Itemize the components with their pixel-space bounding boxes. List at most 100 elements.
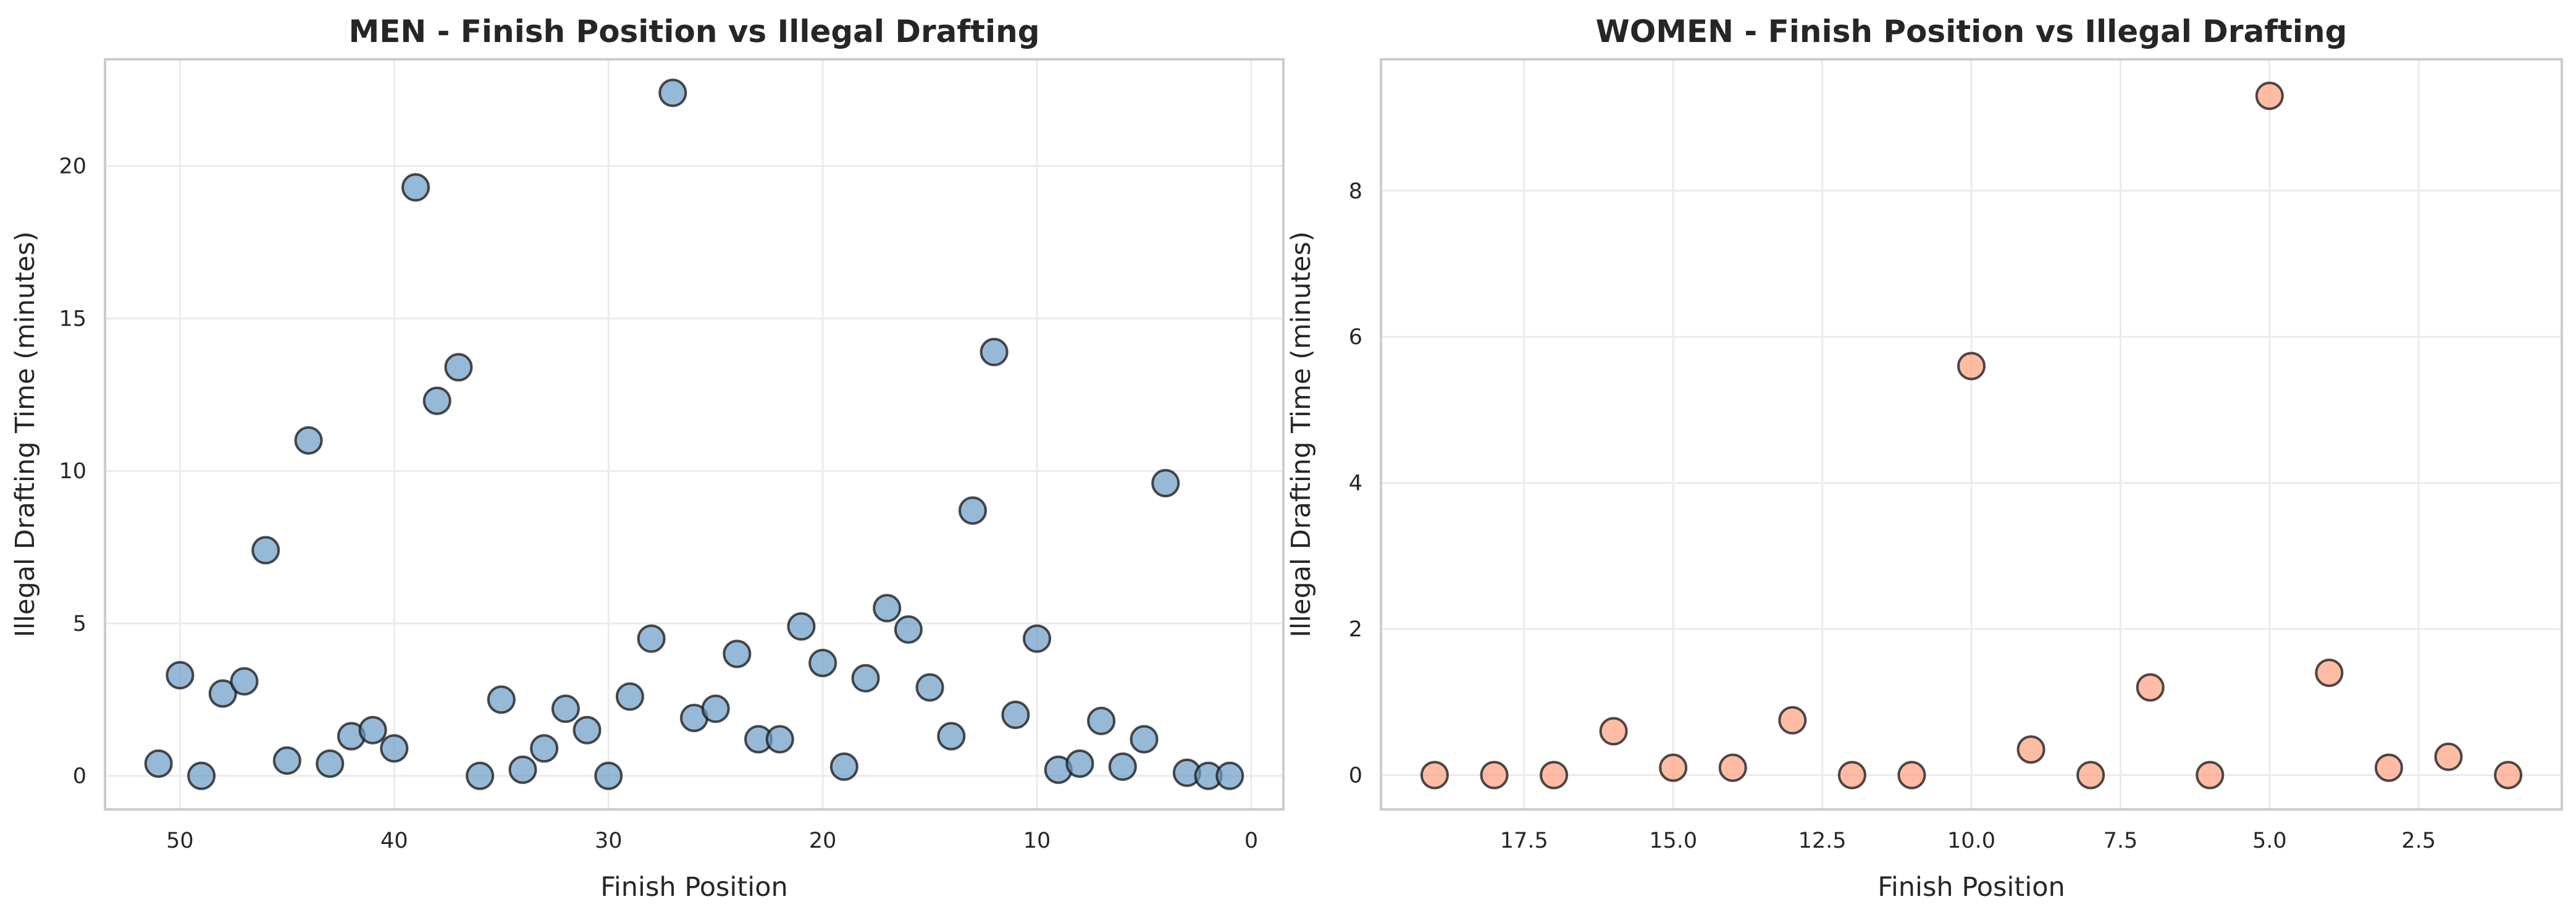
women-data-point [1897,761,1926,790]
men-data-point [422,386,451,415]
women-data-point [2315,658,2344,687]
men-plot-frame [104,58,1285,811]
men-data-point [166,660,195,690]
men-data-point [787,612,816,641]
women-x-tick-label: 5.0 [2252,829,2287,853]
men-data-point [272,746,301,775]
men-data-point [444,353,473,382]
men-data-point [1065,749,1094,778]
women-data-point [1837,761,1866,790]
women-data-point [2494,761,2523,790]
men-data-point [1108,752,1137,781]
women-x-tick-label: 2.5 [2401,829,2436,853]
women-chart-title: WOMEN - Finish Position vs Illegal Draft… [1596,14,2347,49]
men-data-point [487,685,516,714]
men-data-point [466,761,495,790]
women-x-ticks: 17.5 15.0 12.5 10.0 7.5 5.0 2.5 [1500,829,2436,853]
women-x-tick-label: 15.0 [1649,829,1697,853]
women-y-tick-label: 2 [1349,617,1362,642]
men-data-point [508,755,537,784]
men-data-point [894,615,923,644]
men-data-point [1215,761,1244,790]
men-y-tick-label: 10 [59,459,86,484]
women-gridlines [1381,59,2562,809]
men-data-point [144,749,173,778]
women-points [1420,82,2523,790]
men-data-point [230,667,259,696]
men-x-tick-label: 20 [809,829,837,853]
men-x-tick-label: 0 [1244,829,1258,853]
men-y-tick-label: 20 [59,154,86,179]
men-data-point [637,624,666,653]
women-data-point [1659,753,1688,782]
men-data-point [1151,468,1180,497]
men-data-point [594,761,623,790]
men-x-tick-label: 30 [595,829,623,853]
men-x-ticks: 50 40 30 20 10 0 [166,829,1258,853]
women-data-point [2016,735,2045,764]
men-data-point [658,78,687,108]
men-chart-title: MEN - Finish Position vs Illegal Draftin… [348,14,1039,49]
women-data-point [1599,717,1628,746]
men-chart: 50 40 30 20 10 0 0 5 10 15 20 MEN - Finish Positi… [10,14,1285,903]
women-y-ticks: 0 2 4 6 8 [1349,179,1362,788]
women-data-point [1718,753,1747,782]
men-data-point [530,734,559,763]
men-y-tick-label: 15 [59,306,86,331]
women-x-axis-label: Finish Position [1877,872,2065,903]
men-data-point [915,673,944,702]
men-points [144,78,1244,790]
women-data-point [2076,761,2105,790]
men-data-point [1001,701,1030,730]
women-data-point [1778,706,1807,735]
women-data-point [1540,761,1569,790]
women-y-tick-label: 4 [1349,471,1362,496]
men-x-tick-label: 10 [1023,829,1051,853]
women-data-point [1957,352,1986,381]
women-chart: 17.5 15.0 12.5 10.0 7.5 5.0 2.5 0 2 4 6 8 WOMEN - … [1286,14,2563,903]
men-data-point [187,761,216,790]
men-y-tick-label: 0 [73,764,86,789]
men-data-point [873,594,902,623]
men-data-point [1023,624,1052,653]
women-data-point [2255,82,2284,111]
men-x-tick-label: 40 [380,829,408,853]
women-y-tick-label: 8 [1349,179,1362,204]
men-data-point [701,694,730,723]
men-data-point [723,639,752,669]
men-data-point [1130,725,1159,754]
men-data-point [358,715,387,745]
men-data-point [615,682,644,711]
women-x-tick-label: 17.5 [1500,829,1548,853]
women-data-point [2374,753,2403,782]
men-data-point [294,426,323,455]
women-y-tick-label: 6 [1349,325,1362,350]
women-data-point [1420,761,1449,790]
men-data-point [251,536,280,565]
women-data-point [2196,761,2225,790]
women-x-tick-label: 7.5 [2104,829,2138,853]
women-x-tick-label: 12.5 [1798,829,1847,853]
men-data-point [829,752,858,781]
men-y-tick-label: 5 [73,612,86,636]
men-data-point [958,496,987,525]
women-y-axis-label: Illegal Drafting Time (minutes) [1286,231,1317,637]
women-data-point [1480,761,1509,790]
men-data-point [380,734,409,763]
men-y-ticks: 0 5 10 15 20 [59,154,86,789]
women-y-tick-label: 0 [1349,763,1362,788]
men-data-point [208,679,237,708]
men-y-axis-label: Illegal Drafting Time (minutes) [10,231,41,637]
women-data-point [2434,742,2463,771]
men-data-point [851,664,880,693]
men-data-point [808,649,837,678]
men-gridlines [105,59,1283,809]
men-data-point [1087,706,1116,735]
men-data-point [573,715,602,745]
men-data-point [937,722,966,751]
men-x-axis-label: Finish Position [600,872,788,903]
men-data-point [401,173,430,202]
women-x-tick-label: 10.0 [1947,829,1995,853]
men-data-point [551,694,580,723]
